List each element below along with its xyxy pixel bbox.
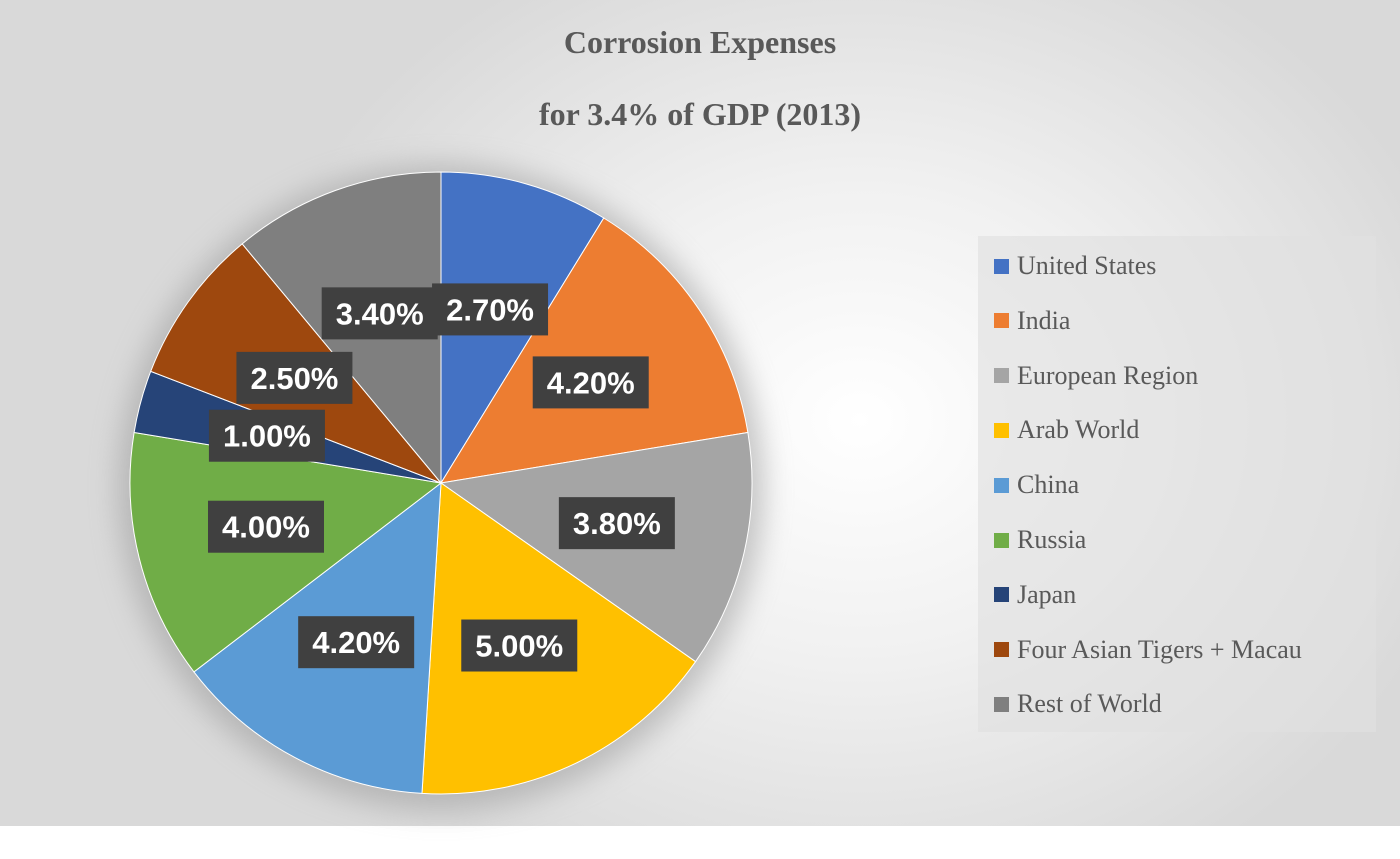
legend-swatch [994, 532, 1009, 548]
data-label-india: 4.20% [532, 356, 649, 409]
legend-swatch [994, 258, 1009, 274]
data-label-box [207, 500, 324, 553]
legend-swatch [994, 696, 1009, 712]
data-label-china: 4.20% [298, 616, 415, 669]
legend-item-japan: Japan [994, 580, 1076, 610]
legend-swatch [994, 313, 1009, 329]
legend-swatch [994, 642, 1009, 658]
data-label-box [461, 619, 578, 672]
chart-legend: United States India European Region Arab Wo… [978, 236, 1376, 732]
legend-label: China [1017, 470, 1080, 500]
data-label-box [532, 356, 649, 409]
legend-item-rest-of-world: Rest of World [994, 689, 1162, 719]
legend-item-india: India [994, 306, 1070, 336]
data-label-box [558, 497, 675, 550]
data-label-box [208, 409, 325, 462]
legend-label: United States [1017, 251, 1157, 280]
data-label-box [236, 351, 353, 404]
legend-swatch [994, 477, 1009, 493]
legend-label: India [1017, 305, 1071, 335]
legend-item-china: China [994, 470, 1079, 500]
data-label-united-states: 2.70% [432, 283, 549, 336]
data-label-text: 1.00% [223, 419, 311, 454]
legend-item-arab-world: Arab World [994, 415, 1139, 445]
bottom-band [0, 826, 1400, 859]
legend-label: Arab World [1017, 415, 1140, 445]
legend-label: Russia [1017, 525, 1087, 554]
data-label-text: 3.80% [573, 506, 661, 541]
chart-title: Corrosion Expenses [563, 24, 837, 60]
legend-item-european-region: European Region [994, 361, 1198, 391]
data-label-text: 3.40% [336, 296, 424, 331]
chart-subtitle: for 3.4% of GDP (2013) [538, 96, 862, 132]
legend-swatch [994, 587, 1009, 603]
legend-swatch [994, 368, 1009, 384]
legend-item-four-asian-tigers-macau: Four Asian Tigers + Macau [994, 635, 1302, 665]
data-label-japan: 1.00% [208, 409, 325, 462]
data-label-box [298, 616, 415, 669]
data-label-box [321, 287, 438, 340]
data-label-rest-of-world: 3.40% [321, 287, 438, 340]
legend-label: European Region [1017, 360, 1199, 390]
legend-label: Japan [1017, 579, 1077, 609]
data-label-box [432, 283, 549, 336]
legend-item-russia: Russia [994, 525, 1086, 555]
data-label-arab-world: 5.00% [461, 619, 578, 672]
legend-label: Four Asian Tigers + Macau [1017, 634, 1302, 664]
data-label-text: 2.70% [446, 292, 534, 327]
legend-swatch [994, 422, 1009, 438]
pie-slice-india [440, 217, 749, 484]
data-label-text: 2.50% [250, 361, 338, 396]
data-label-text: 4.20% [547, 365, 635, 400]
legend-item-united-states: United States [994, 251, 1156, 281]
legend-label: Rest of World [1017, 689, 1162, 719]
data-label-european-region: 3.80% [558, 497, 675, 550]
data-label-text: 4.20% [312, 625, 400, 660]
data-label-four-asian-tigers-macau: 2.50% [236, 351, 353, 404]
data-label-text: 4.00% [222, 510, 310, 545]
data-label-text: 5.00% [475, 629, 563, 664]
data-label-russia: 4.00% [207, 500, 324, 553]
